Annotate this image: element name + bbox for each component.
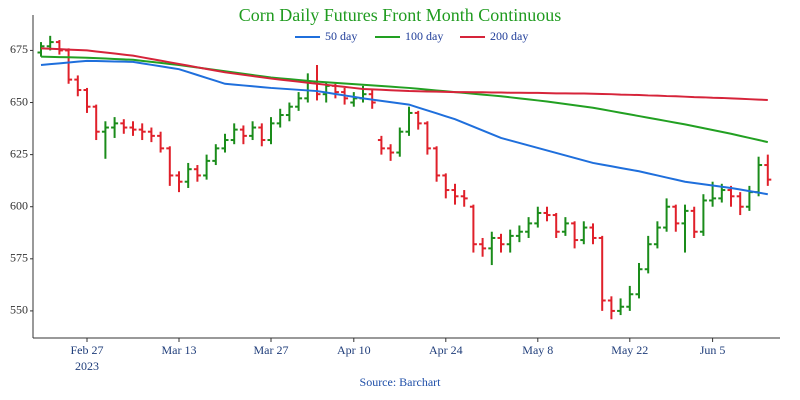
x-tick-label: May 22 — [611, 343, 648, 357]
y-tick-label: 625 — [10, 146, 28, 160]
moving-average-line — [40, 59, 768, 196]
x-tick-label: Feb 27 — [71, 343, 104, 357]
chart-title: Corn Daily Futures Front Month Continuou… — [239, 5, 562, 25]
y-tick-label: 650 — [10, 94, 28, 108]
moving-average-line — [40, 47, 768, 102]
x-tick-sublabel: 2023 — [75, 359, 99, 373]
moving-average-line — [40, 55, 769, 144]
y-tick-label: 550 — [10, 303, 28, 317]
y-tick-label: 675 — [10, 42, 28, 56]
x-tick-label: Apr 24 — [429, 343, 463, 357]
source-note: Source: Barchart — [360, 375, 442, 389]
legend-label: 50 day — [325, 29, 357, 43]
x-tick-label: Apr 10 — [337, 343, 371, 357]
x-tick-label: Jun 5 — [700, 343, 726, 357]
y-tick-label: 600 — [10, 198, 28, 212]
x-tick-label: Mar 13 — [162, 343, 197, 357]
x-tick-label: May 8 — [522, 343, 553, 357]
y-tick-label: 575 — [10, 251, 28, 265]
x-tick-label: Mar 27 — [254, 343, 289, 357]
legend-label: 200 day — [490, 29, 528, 43]
legend-label: 100 day — [405, 29, 443, 43]
